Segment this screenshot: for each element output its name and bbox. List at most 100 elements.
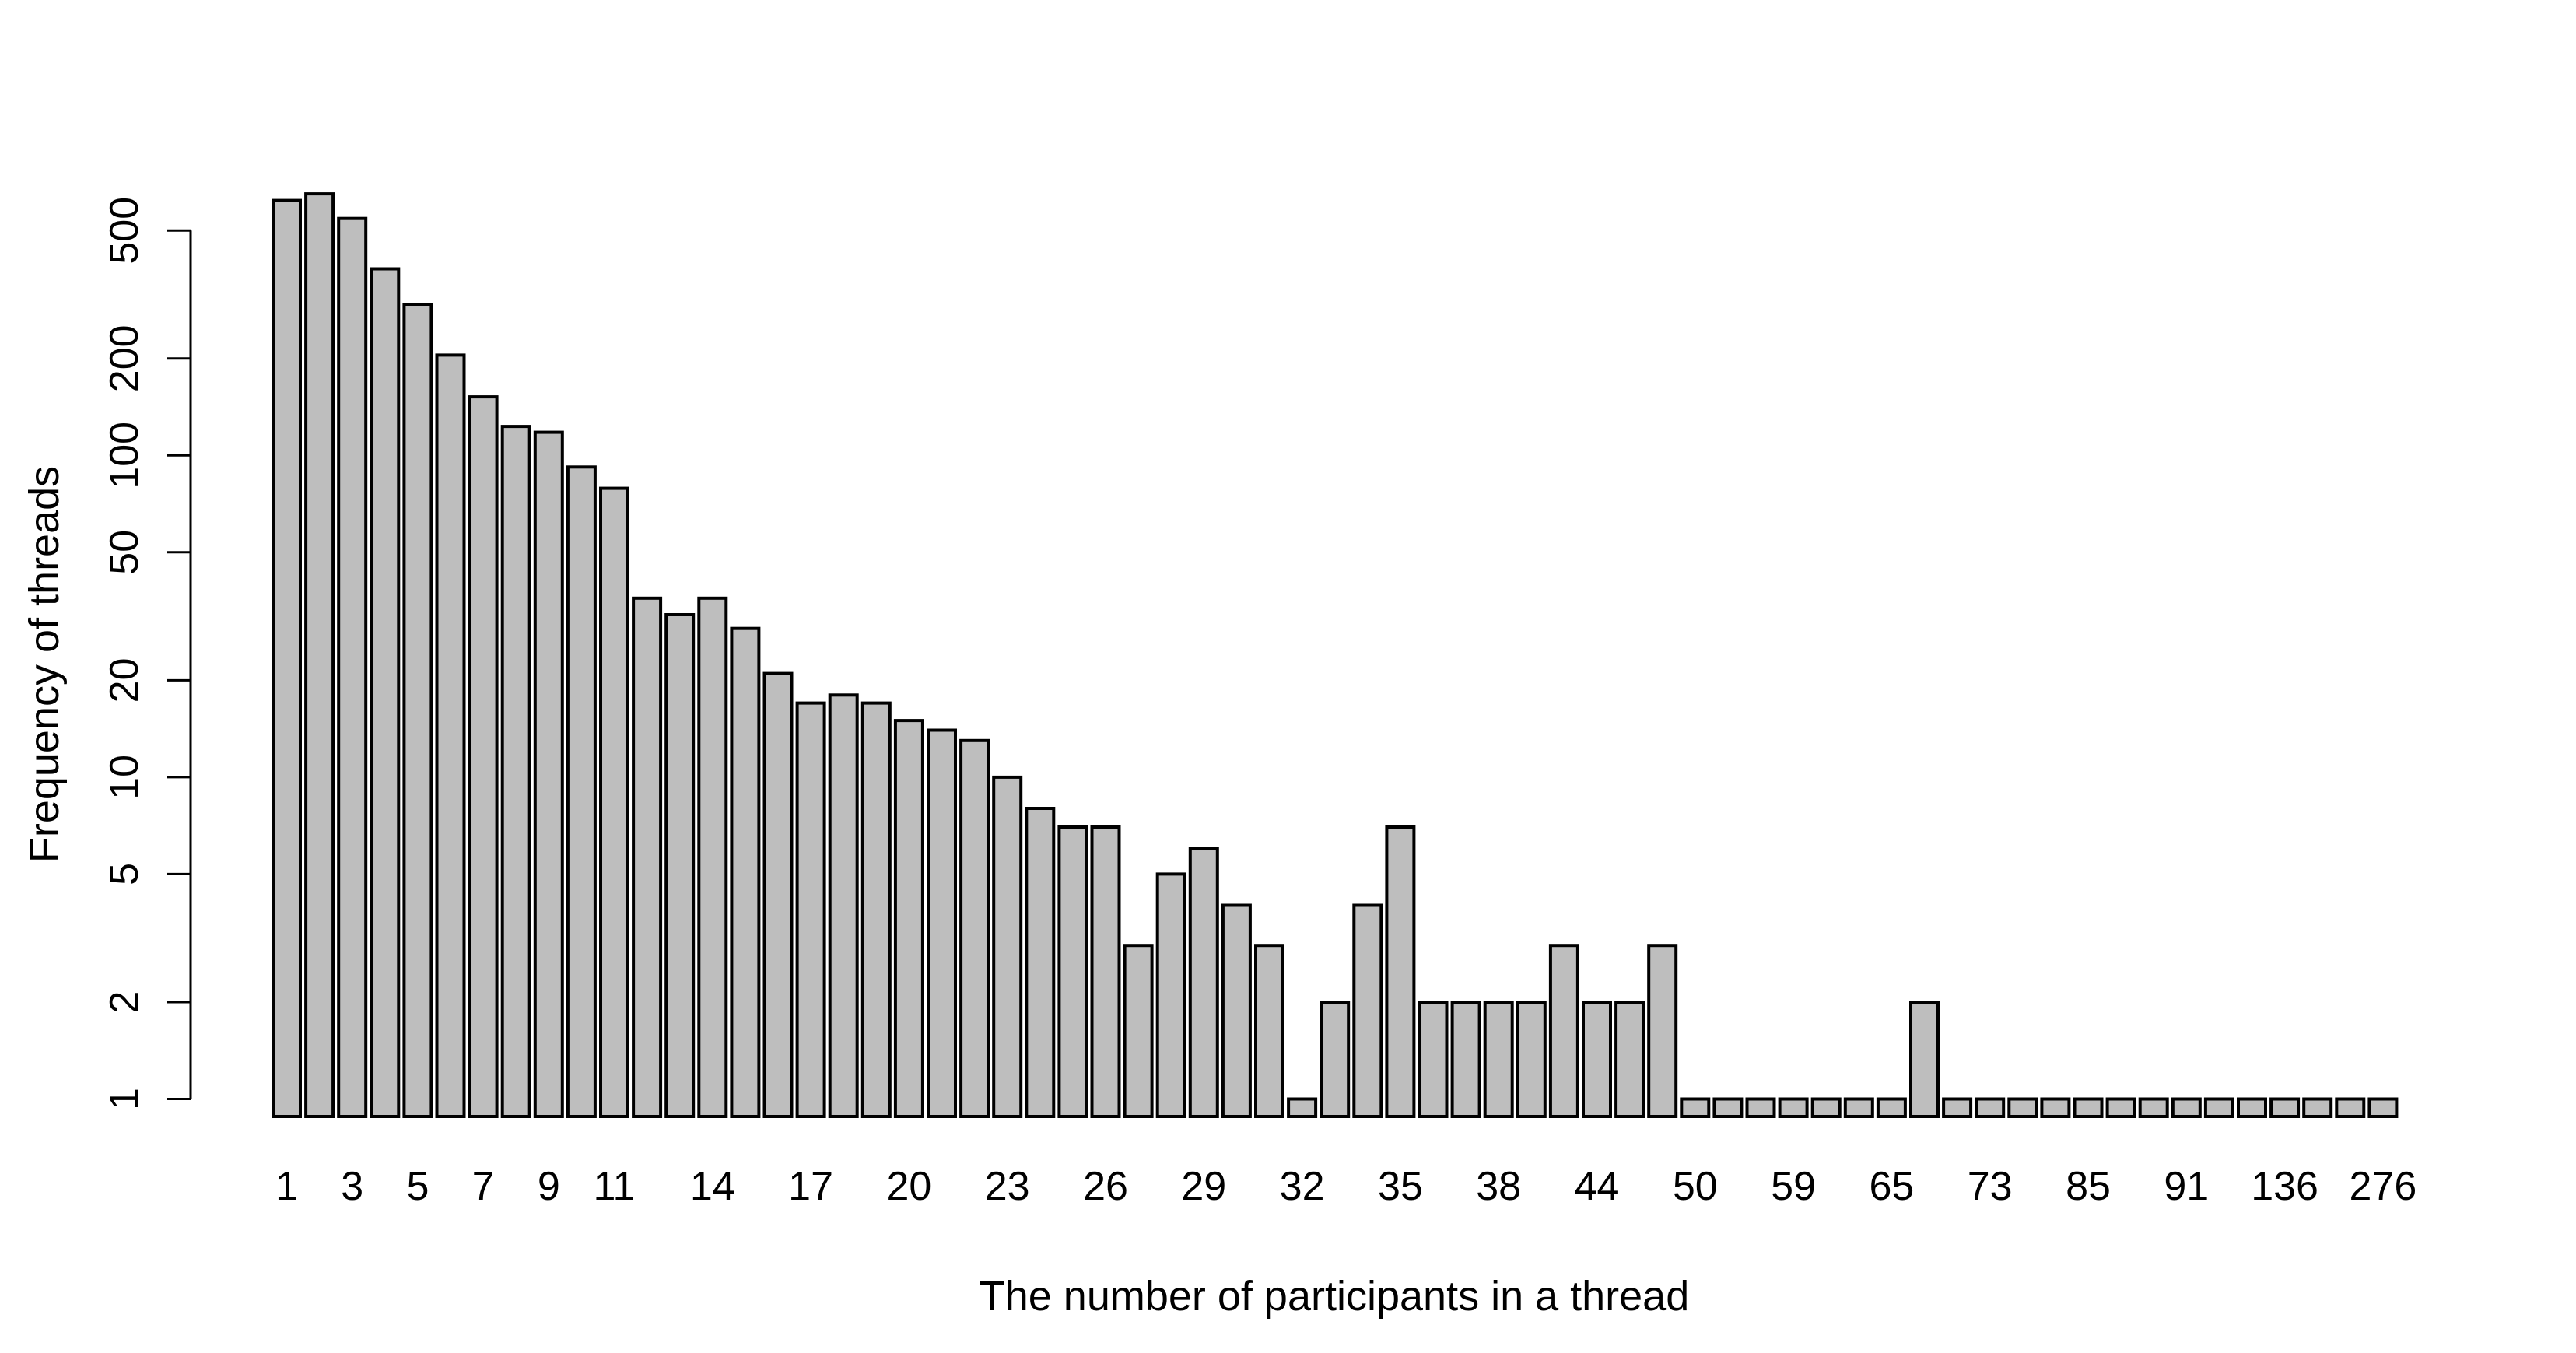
bar — [697, 596, 728, 1118]
x-tick-label: 91 — [2164, 1164, 2209, 1209]
bar — [1680, 1097, 1711, 1118]
bar — [2269, 1097, 2301, 1118]
y-tick-label: 20 — [102, 657, 147, 703]
x-axis-labels: 1 3 5 7 9 11 14 17 20 23 26 29 32 35 38 44 50 59 65 73 85 91 1… — [275, 1164, 2417, 1209]
bar — [2367, 1097, 2399, 1118]
bar — [762, 671, 794, 1118]
bar — [599, 486, 629, 1118]
bar — [795, 701, 826, 1118]
x-tick-label: 9 — [538, 1164, 560, 1209]
bar — [2073, 1097, 2104, 1118]
x-tick-label: 11 — [594, 1164, 636, 1209]
bar — [1810, 1097, 1842, 1118]
bar — [2138, 1097, 2169, 1118]
bar — [1745, 1097, 1776, 1118]
bar — [1909, 1001, 1940, 1118]
bar — [2105, 1097, 2136, 1118]
bar — [1090, 825, 1121, 1118]
bar — [2237, 1097, 2267, 1118]
x-tick-label: 17 — [788, 1164, 833, 1209]
bar — [828, 693, 859, 1118]
bar — [1352, 903, 1383, 1118]
bar — [370, 267, 401, 1118]
bar — [1582, 1001, 1612, 1118]
bar — [1712, 1097, 1744, 1118]
x-tick-label: 276 — [2350, 1164, 2417, 1209]
bar — [1975, 1097, 2006, 1118]
bar — [468, 395, 499, 1119]
y-axis-title: Frequency of threads — [21, 466, 68, 863]
bar — [664, 613, 696, 1118]
bar — [500, 425, 531, 1118]
x-tick-label: 59 — [1771, 1164, 1816, 1209]
bar — [1385, 825, 1416, 1118]
bar — [566, 465, 597, 1118]
bar — [2203, 1097, 2234, 1118]
bar — [1254, 944, 1284, 1118]
bars-layer — [272, 192, 2399, 1119]
bar — [1647, 944, 1678, 1118]
bar — [1942, 1097, 1973, 1118]
bar — [533, 430, 564, 1118]
bar — [632, 596, 663, 1118]
x-tick-label: 85 — [2066, 1164, 2111, 1209]
y-axis: 1 2 5 10 20 50 100 200 500 — [102, 197, 192, 1110]
bar — [1450, 1001, 1481, 1118]
bar — [1123, 944, 1154, 1118]
y-tick-label: 100 — [102, 422, 147, 489]
x-tick-label: 35 — [1378, 1164, 1423, 1209]
bar — [1876, 1097, 1907, 1118]
bar — [1516, 1001, 1547, 1118]
x-tick-label: 14 — [690, 1164, 735, 1209]
bar — [1778, 1097, 1809, 1118]
bar — [2335, 1097, 2366, 1118]
y-tick-label: 2 — [102, 991, 147, 1014]
bar — [2171, 1097, 2202, 1118]
x-axis-title: The number of participants in a thread — [980, 1273, 1690, 1320]
bar — [337, 216, 368, 1119]
bar — [730, 626, 761, 1118]
y-tick-label: 500 — [102, 197, 147, 265]
bar — [2007, 1097, 2038, 1118]
x-tick-label: 7 — [472, 1164, 495, 1209]
bar — [1188, 847, 1219, 1118]
y-tick-label: 200 — [102, 324, 147, 392]
bar — [860, 701, 892, 1118]
bar — [992, 775, 1023, 1119]
bar — [304, 192, 335, 1119]
y-tick-label: 5 — [102, 863, 147, 885]
y-tick-label: 1 — [102, 1088, 147, 1110]
x-tick-label: 20 — [886, 1164, 931, 1209]
bar — [1320, 1001, 1351, 1118]
bar — [1483, 1001, 1514, 1118]
bar — [402, 303, 433, 1118]
bar — [927, 728, 957, 1118]
x-tick-label: 3 — [341, 1164, 363, 1209]
x-tick-label: 23 — [985, 1164, 1030, 1209]
bar — [1287, 1097, 1318, 1118]
x-tick-label: 29 — [1181, 1164, 1226, 1209]
x-tick-label: 26 — [1083, 1164, 1128, 1209]
y-tick-label: 50 — [102, 530, 147, 575]
y-tick-label: 10 — [102, 755, 147, 800]
bar — [1614, 1001, 1645, 1118]
bar — [1418, 1001, 1449, 1118]
bar — [1025, 807, 1056, 1118]
x-tick-label: 44 — [1575, 1164, 1620, 1209]
bar — [1057, 825, 1088, 1118]
bar — [1548, 944, 1579, 1118]
bar — [893, 719, 924, 1118]
bar — [959, 738, 990, 1118]
bar — [1221, 903, 1252, 1118]
x-tick-label: 1 — [275, 1164, 298, 1209]
x-tick-label: 38 — [1476, 1164, 1521, 1209]
bar — [1843, 1097, 1874, 1118]
x-tick-label: 32 — [1280, 1164, 1325, 1209]
x-tick-label: 50 — [1673, 1164, 1718, 1209]
bar — [2302, 1097, 2333, 1118]
bar — [2040, 1097, 2071, 1118]
bar — [272, 198, 302, 1119]
x-tick-label: 5 — [406, 1164, 429, 1209]
